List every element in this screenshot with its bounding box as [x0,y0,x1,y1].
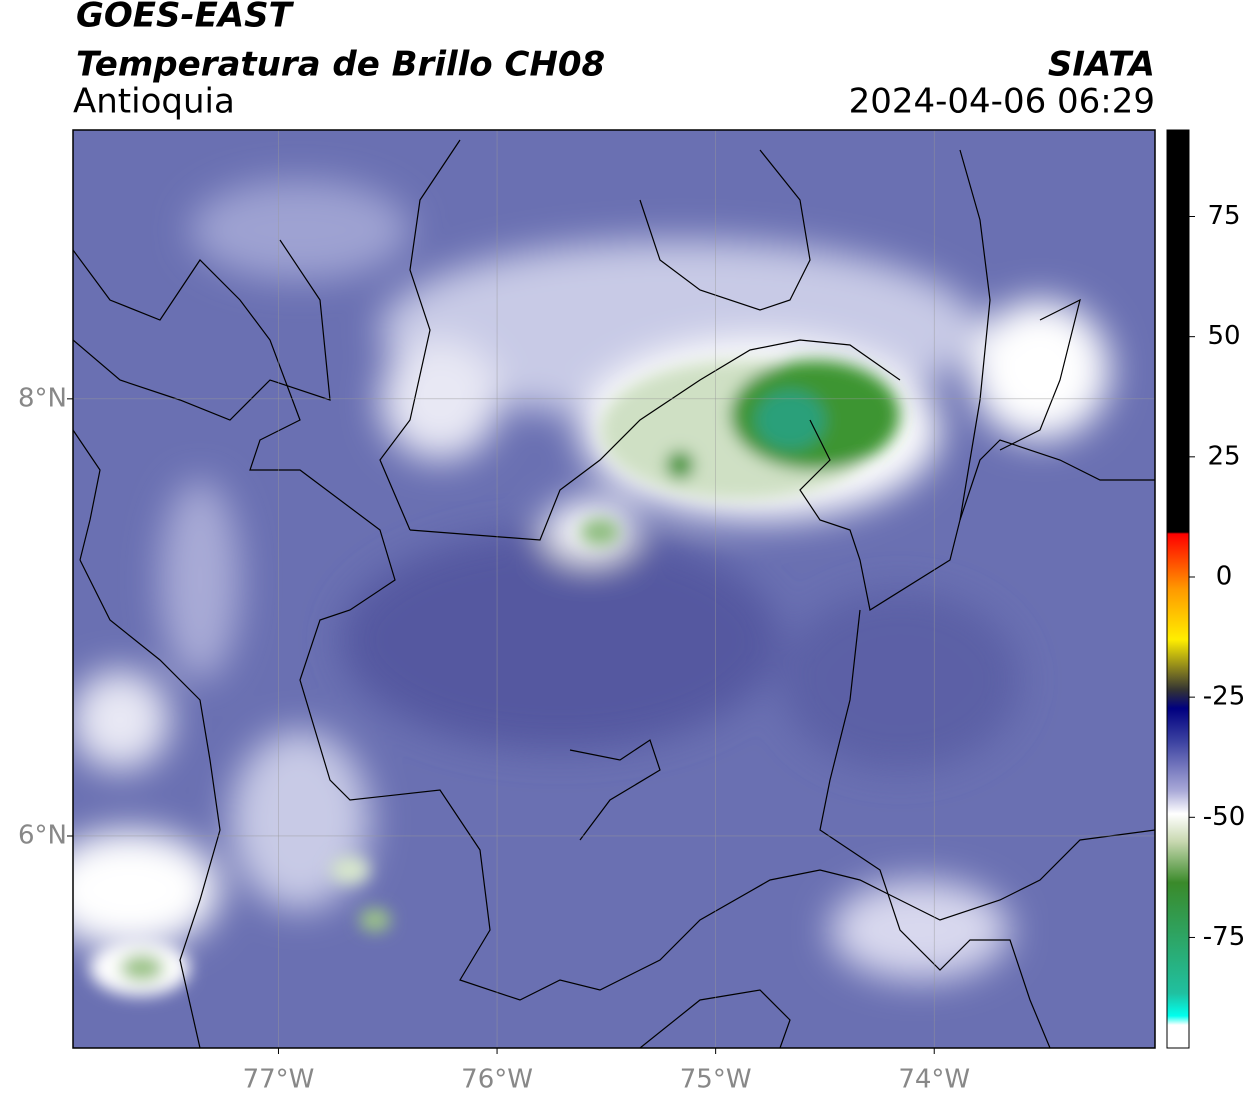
x-tick-label: 76°W [461,1065,533,1095]
x-tick-label: 77°W [243,1065,315,1095]
y-tick-label: 6°N [18,820,67,850]
colorbar-tick-label: -25 [1203,682,1245,712]
x-tick-label: 74°W [898,1065,970,1095]
colorbar [1166,129,1190,1049]
subtitle: Temperatura de Brillo CH08 [76,45,605,85]
colorbar-tick-label: 75 [1207,201,1240,231]
y-tick-label: 8°N [18,383,67,413]
region: Antioquia [73,82,235,122]
colorbar-tick-label: -50 [1203,802,1245,832]
colorbar-tick-label: -75 [1203,922,1245,952]
colorbar-tick-label: 0 [1216,561,1233,591]
imagery [73,130,1155,1048]
timestamp: 2024-04-06 06:29 [849,82,1155,122]
x-tick-label: 75°W [680,1065,752,1095]
map-frame [72,129,1156,1049]
source: SIATA [1048,45,1155,85]
colorbar-tick-label: 50 [1207,321,1240,351]
colorbar-tick-label: 25 [1207,441,1240,471]
title: GOES-EAST [76,0,295,36]
